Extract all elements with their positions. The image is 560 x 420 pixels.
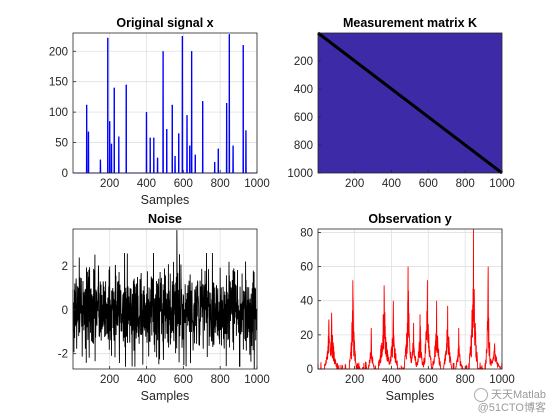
axes-box (72, 228, 258, 370)
watermark-logo-icon (473, 388, 488, 402)
y-tick-label: 1000 (287, 168, 313, 180)
axes-box (72, 32, 258, 174)
watermark-line1: 天天Matlab (490, 388, 546, 401)
x-tick-label: 400 (382, 374, 401, 386)
y-tick-label: 800 (294, 140, 313, 152)
subplot-3: 200 400 600 800 1000 -2 0 2 Noise Samples (58, 212, 270, 403)
y-tick-label: 80 (300, 227, 313, 239)
x-tick-label: 400 (137, 374, 156, 386)
y-tick-label: 400 (294, 84, 313, 96)
y-tick-label: 40 (300, 296, 313, 308)
watermark-line2: @51CTO博客 (477, 402, 546, 414)
x-axis-label: Samples (386, 389, 435, 403)
subplot-1: 200 400 600 800 1000 0 50 100 150 200 Original sig… (49, 16, 270, 207)
noise-line (72, 230, 258, 370)
axes-box (317, 228, 503, 370)
x-tick-label: 800 (211, 374, 230, 386)
matrix-diagonal (317, 31, 503, 175)
y-tick-label: 0 (62, 168, 68, 180)
x-tick-label: 1000 (244, 178, 270, 190)
subplot-2: 200 400 600 800 1000 200 400 600 800 1000 Measurem… (287, 16, 514, 190)
x-tick-label: 200 (345, 374, 364, 386)
y-tick-label: 60 (300, 262, 313, 274)
x-tick-label: 400 (382, 178, 401, 190)
x-tick-label: 600 (419, 374, 438, 386)
x-axis-label: Samples (141, 193, 190, 207)
x-tick-label: 400 (137, 178, 156, 190)
x-tick-label: 600 (174, 178, 193, 190)
subplot-title: Noise (148, 212, 182, 226)
y-tick-label: 0 (62, 305, 68, 317)
x-tick-label: 600 (419, 178, 438, 190)
x-tick-label: 800 (456, 374, 475, 386)
y-tick-label: 20 (300, 330, 313, 342)
subplot-title: Original signal x (116, 16, 213, 30)
y-tick-label: 50 (55, 138, 68, 150)
y-tick-label: 2 (62, 261, 68, 273)
x-tick-label: 600 (174, 374, 193, 386)
y-tick-label: -2 (58, 349, 68, 361)
x-tick-label: 200 (100, 374, 119, 386)
y-tick-label: 600 (294, 112, 313, 124)
x-tick-label: 200 (100, 178, 119, 190)
x-tick-label: 800 (211, 178, 230, 190)
x-tick-label: 200 (345, 178, 364, 190)
y-tick-label: 200 (294, 56, 313, 68)
x-tick-label: 800 (456, 178, 475, 190)
watermark: 天天Matlab @51CTO博客 (473, 388, 546, 414)
axes-box (317, 32, 503, 174)
y-tick-label: 150 (49, 77, 68, 89)
x-tick-label: 1000 (244, 374, 270, 386)
subplot-title: Observation y (368, 212, 451, 226)
x-tick-label: 1000 (489, 178, 515, 190)
x-tick-label: 1000 (489, 374, 515, 386)
subplot-4: 200 400 600 800 1000 0 20 40 60 80 Observation y Sa… (300, 212, 515, 403)
y-tick-label: 200 (49, 46, 68, 58)
x-axis-label: Samples (141, 389, 190, 403)
y-tick-label: 100 (49, 107, 68, 119)
y-tick-label: 0 (307, 364, 313, 376)
subplot-title: Measurement matrix K (343, 16, 477, 30)
